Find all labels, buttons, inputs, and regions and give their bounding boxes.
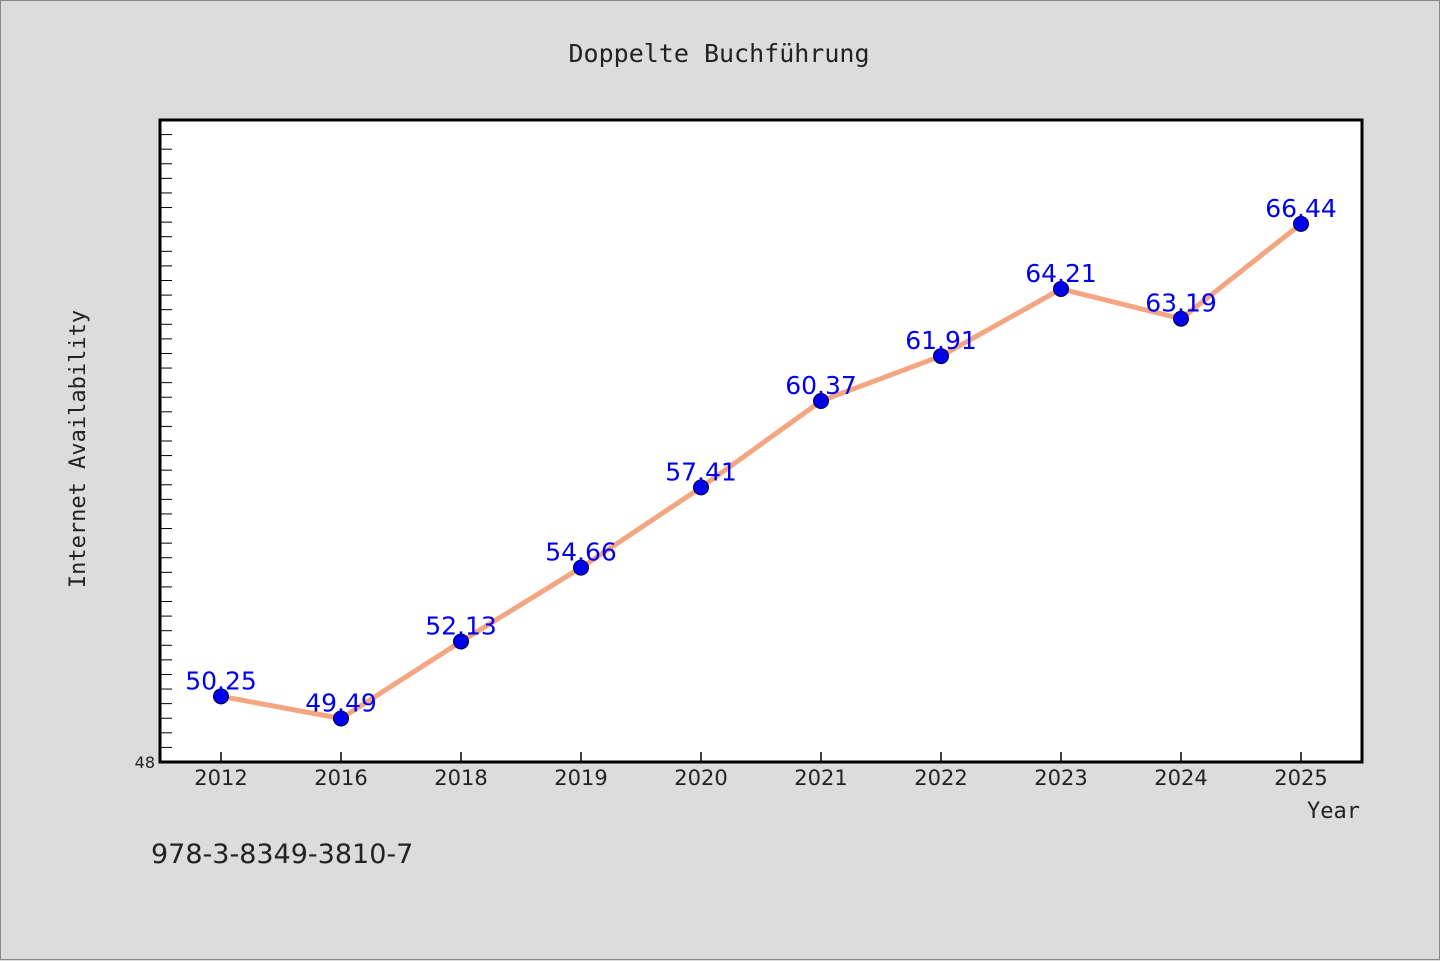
data-labels: 50.25 49.49 52.13 54.66 57.41 60.37 61.91 64.21…: [185, 194, 1337, 718]
data-point: [213, 688, 229, 705]
data-label: 66.44: [1265, 194, 1337, 223]
x-tick-label: 2025: [1274, 766, 1327, 790]
x-tick-label: 2016: [314, 766, 367, 790]
data-label: 52.13: [425, 611, 497, 640]
data-point: [573, 559, 589, 576]
data-point: [1293, 215, 1309, 232]
chart-title: Doppelte Buchführung: [568, 39, 869, 68]
x-tick-label: 2019: [554, 766, 607, 790]
data-point: [453, 633, 469, 650]
data-point: [693, 479, 709, 496]
y-tick-label: 48: [135, 753, 155, 772]
data-label: 63.19: [1145, 289, 1217, 318]
x-tick-label: 2023: [1034, 766, 1087, 790]
data-label: 54.66: [545, 538, 617, 567]
data-point: [1053, 280, 1069, 297]
x-tick-label: 2018: [434, 766, 487, 790]
data-label: 61.91: [905, 326, 977, 355]
x-tick-label: 2022: [914, 766, 967, 790]
data-label: 64.21: [1025, 259, 1097, 288]
x-tick-label: 2020: [674, 766, 727, 790]
data-label: 50.25: [185, 666, 257, 695]
x-axis-label: Year: [1307, 799, 1360, 824]
plot-area: [158, 118, 1364, 764]
data-point: [333, 710, 349, 727]
x-axis-ticks: 2012 2016 2018 2019 2020 2021 2022 2023 2024 2025: [194, 752, 1328, 790]
footnote-isbn: 978-3-8349-3810-7: [151, 839, 413, 870]
x-tick-label: 2021: [794, 766, 847, 790]
series-line: [218, 221, 1304, 722]
data-point: [933, 348, 949, 365]
x-tick-label: 2024: [1154, 766, 1207, 790]
series-group: [213, 215, 1309, 727]
y-axis-label: Internet Availability: [66, 310, 91, 588]
data-label: 49.49: [305, 689, 377, 718]
data-label: 60.37: [785, 371, 857, 400]
data-point: [1173, 310, 1189, 327]
x-tick-label: 2012: [194, 766, 247, 790]
data-label: 57.41: [665, 457, 737, 486]
y-axis-ticks: [160, 119, 172, 763]
data-point: [813, 393, 829, 410]
